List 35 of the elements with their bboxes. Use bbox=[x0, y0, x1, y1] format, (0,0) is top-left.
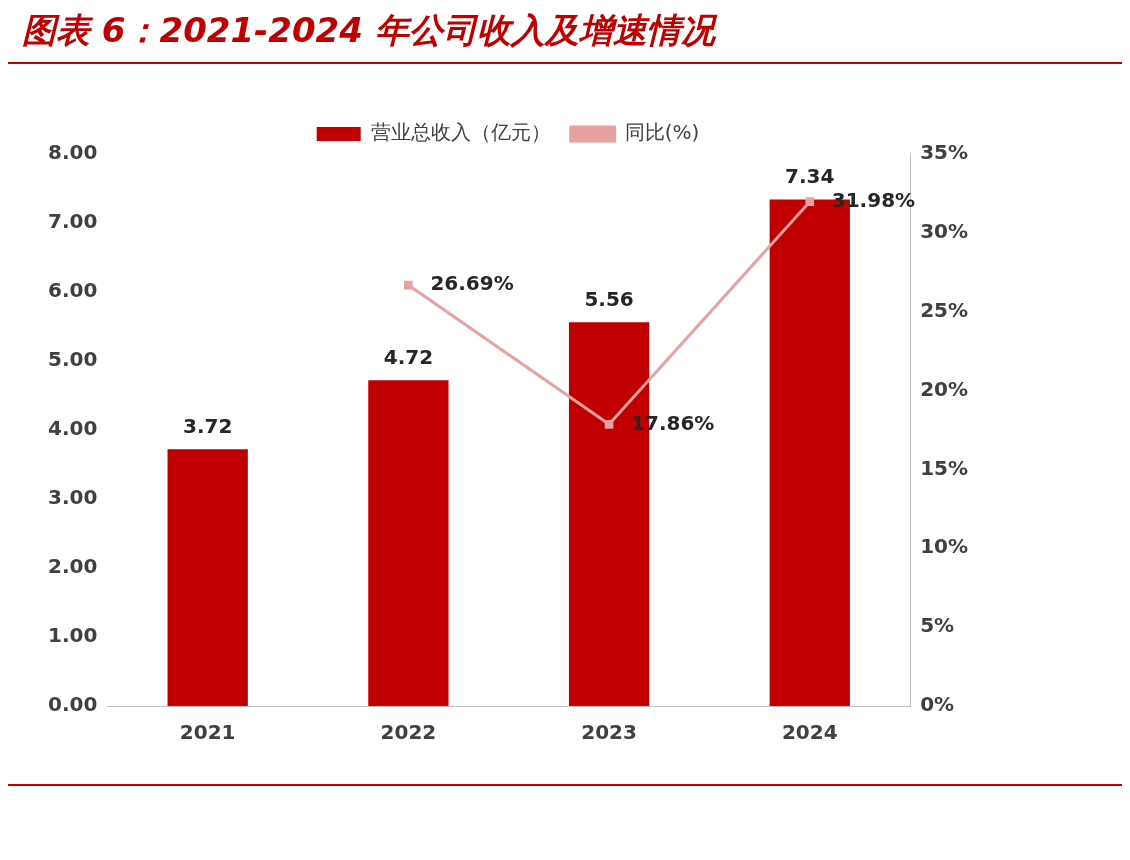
y-tick-label: 6.00 bbox=[47, 278, 98, 303]
point bbox=[805, 197, 815, 206]
data-label: 4.72 bbox=[383, 344, 434, 369]
y-tick-label: 8.00 bbox=[47, 140, 98, 165]
y-tick-label: 4.00 bbox=[47, 416, 98, 441]
y2-tick-label: 10% bbox=[920, 534, 968, 559]
point bbox=[404, 280, 413, 290]
y2-tick-label: 30% bbox=[920, 219, 968, 244]
y-tick-label: 1.00 bbox=[47, 623, 98, 648]
y2-tick-label: 15% bbox=[920, 455, 968, 480]
y-tick-label: 2.00 bbox=[47, 554, 98, 579]
y2-tick-label: 25% bbox=[920, 297, 968, 322]
data-label: 5.56 bbox=[584, 286, 634, 311]
y-tick-label: 5.00 bbox=[47, 347, 98, 372]
y2-tick-label: 20% bbox=[920, 376, 968, 401]
data-label: 31.98% bbox=[831, 187, 916, 212]
y2-tick-label: 0% bbox=[920, 692, 955, 717]
bar bbox=[368, 380, 449, 706]
chart-title: 图表 6：2021-2024 年公司收入及增速情况 bbox=[8, 8, 1122, 64]
x-tick-label: 2022 bbox=[380, 720, 437, 745]
y2-tick-label: 5% bbox=[920, 613, 955, 638]
bar bbox=[167, 449, 248, 706]
legend-label: 同比(%) bbox=[624, 120, 700, 145]
y-tick-label: 0.00 bbox=[47, 692, 98, 717]
legend-label: 营业总收入（亿元） bbox=[370, 120, 551, 145]
data-label: 3.72 bbox=[183, 413, 233, 438]
data-label: 7.34 bbox=[785, 163, 835, 188]
data-label: 26.69% bbox=[430, 271, 514, 296]
y-tick-label: 3.00 bbox=[47, 485, 98, 510]
point bbox=[604, 419, 614, 429]
x-tick-label: 2023 bbox=[581, 720, 637, 745]
x-tick-label: 2021 bbox=[179, 720, 236, 745]
y2-tick-label: 35% bbox=[920, 140, 968, 165]
x-tick-label: 2024 bbox=[781, 720, 838, 745]
y-tick-label: 7.00 bbox=[47, 209, 98, 234]
